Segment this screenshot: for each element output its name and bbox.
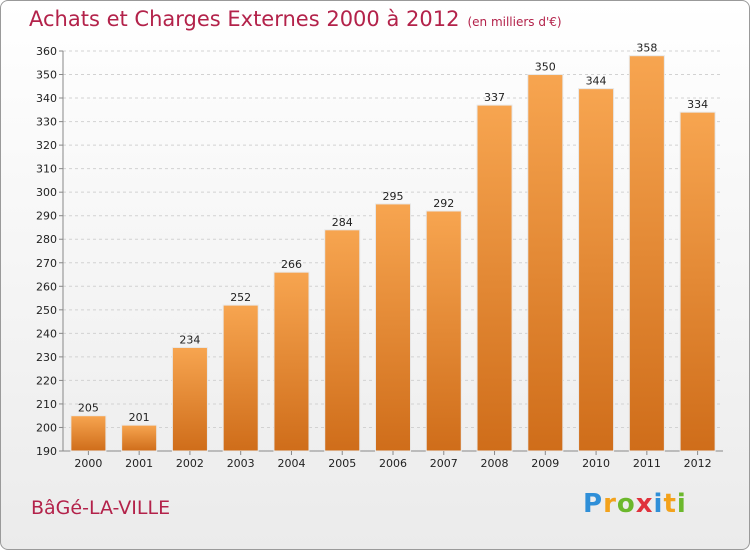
y-tick-label: 250 xyxy=(36,304,57,317)
y-tick-label: 320 xyxy=(36,139,57,152)
y-tick-label: 270 xyxy=(36,257,57,270)
bar xyxy=(578,88,615,452)
y-tick-label: 300 xyxy=(36,186,57,199)
y-tick-label: 330 xyxy=(36,116,57,129)
logo-letter: P xyxy=(583,489,604,519)
x-tick-label: 2010 xyxy=(582,457,610,470)
bar xyxy=(374,203,412,452)
logo-letter: t xyxy=(663,489,677,519)
x-tick-label: 2012 xyxy=(684,457,712,470)
data-label: 350 xyxy=(535,61,556,74)
bar xyxy=(222,304,259,452)
x-tick-label: 2008 xyxy=(481,457,509,470)
bar xyxy=(527,74,564,452)
x-tick-label: 2005 xyxy=(328,457,356,470)
logo-letter: x xyxy=(635,489,654,519)
x-tick-label: 2001 xyxy=(125,457,153,470)
x-tick-label: 2003 xyxy=(227,457,255,470)
y-tick-label: 190 xyxy=(36,445,57,458)
bar xyxy=(70,415,107,452)
x-tick-label: 2007 xyxy=(430,457,458,470)
data-label: 337 xyxy=(484,91,505,104)
y-tick-label: 200 xyxy=(36,421,57,434)
y-tick-label: 260 xyxy=(36,280,57,293)
y-tick-label: 340 xyxy=(36,92,57,105)
data-label: 358 xyxy=(636,42,657,55)
logo-letter: i xyxy=(653,489,664,519)
x-tick-label: 2004 xyxy=(277,457,305,470)
y-tick-label: 240 xyxy=(36,327,57,340)
y-tick-label: 230 xyxy=(36,351,57,364)
y-tick-label: 360 xyxy=(36,45,57,58)
logo-letter: o xyxy=(616,489,636,519)
y-tick-label: 350 xyxy=(36,69,57,82)
bar xyxy=(121,424,158,452)
y-tick-label: 310 xyxy=(36,163,57,176)
data-label: 334 xyxy=(687,98,708,111)
x-tick-label: 2011 xyxy=(633,457,661,470)
data-label: 292 xyxy=(433,197,454,210)
city-name: BâGé-LA-VILLE xyxy=(31,497,171,519)
data-label: 284 xyxy=(332,216,353,229)
data-label: 295 xyxy=(383,190,404,203)
y-tick-label: 210 xyxy=(36,398,57,411)
bar xyxy=(171,346,208,452)
y-tick-label: 280 xyxy=(36,233,57,246)
data-label: 205 xyxy=(78,402,99,415)
bar xyxy=(628,55,665,452)
data-label: 201 xyxy=(129,411,150,424)
y-tick-label: 220 xyxy=(36,374,57,387)
x-tick-label: 2002 xyxy=(176,457,204,470)
data-label: 266 xyxy=(281,258,302,271)
x-tick-label: 2000 xyxy=(74,457,102,470)
logo-letter: r xyxy=(603,489,617,519)
data-label: 344 xyxy=(586,75,607,88)
x-tick-label: 2009 xyxy=(531,457,559,470)
data-label: 252 xyxy=(230,291,251,304)
data-label: 234 xyxy=(179,333,200,346)
bar xyxy=(273,271,310,452)
bar xyxy=(679,111,716,452)
bar xyxy=(324,229,361,452)
x-tick-label: 2006 xyxy=(379,457,407,470)
bar xyxy=(476,104,513,452)
y-tick-label: 290 xyxy=(36,210,57,223)
logo-letter: i xyxy=(676,489,687,519)
chart-unit: (en milliers d'€) xyxy=(467,15,562,29)
chart-title-text: Achats et Charges Externes 2000 à 2012 xyxy=(29,7,460,31)
bar xyxy=(425,210,462,452)
proxiti-logo: Proxiti xyxy=(583,489,687,519)
chart-title: Achats et Charges Externes 2000 à 2012 (e… xyxy=(29,7,562,31)
